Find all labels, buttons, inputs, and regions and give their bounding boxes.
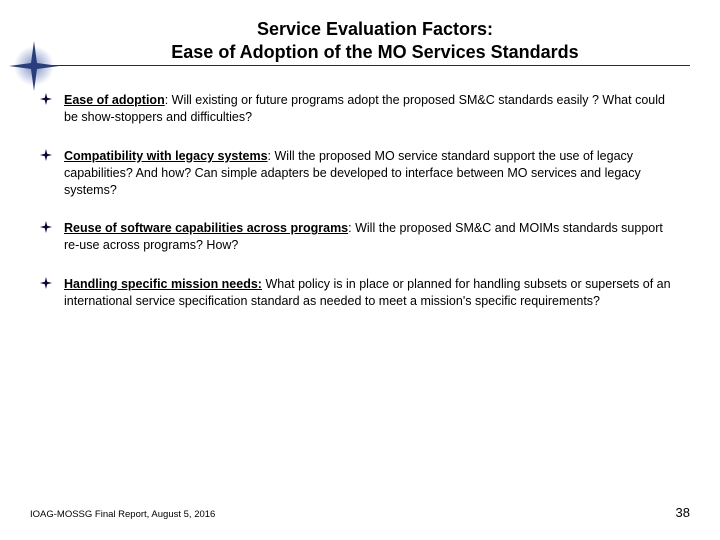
title-underline xyxy=(40,65,690,66)
slide: Service Evaluation Factors: Ease of Adop… xyxy=(0,0,720,540)
bullet-list: Ease of adoption: Will existing or futur… xyxy=(40,92,680,310)
star-bullet-icon xyxy=(40,277,54,289)
list-item: Handling specific mission needs: What po… xyxy=(40,276,680,310)
bullet-text: Ease of adoption: Will existing or futur… xyxy=(64,92,680,126)
bullet-text: Handling specific mission needs: What po… xyxy=(64,276,680,310)
bullet-lead: Handling specific mission needs: xyxy=(64,277,262,291)
title-line-2: Ease of Adoption of the MO Services Stan… xyxy=(70,41,680,64)
compass-star-logo xyxy=(6,38,62,94)
bullet-lead: Reuse of software capabilities across pr… xyxy=(64,221,348,235)
star-bullet-icon xyxy=(40,221,54,233)
list-item: Compatibility with legacy systems: Will … xyxy=(40,148,680,199)
star-bullet-icon xyxy=(40,93,54,105)
bullet-text: Reuse of software capabilities across pr… xyxy=(64,220,680,254)
list-item: Ease of adoption: Will existing or futur… xyxy=(40,92,680,126)
footer-text: IOAG-MOSSG Final Report, August 5, 2016 xyxy=(30,509,215,520)
list-item: Reuse of software capabilities across pr… xyxy=(40,220,680,254)
page-number: 38 xyxy=(676,505,690,520)
bullet-lead: Compatibility with legacy systems xyxy=(64,149,268,163)
star-bullet-icon xyxy=(40,149,54,161)
slide-title: Service Evaluation Factors: Ease of Adop… xyxy=(70,18,680,66)
title-line-1: Service Evaluation Factors: xyxy=(70,18,680,41)
slide-footer: IOAG-MOSSG Final Report, August 5, 2016 … xyxy=(30,505,690,520)
bullet-lead: Ease of adoption xyxy=(64,93,165,107)
bullet-text: Compatibility with legacy systems: Will … xyxy=(64,148,680,199)
